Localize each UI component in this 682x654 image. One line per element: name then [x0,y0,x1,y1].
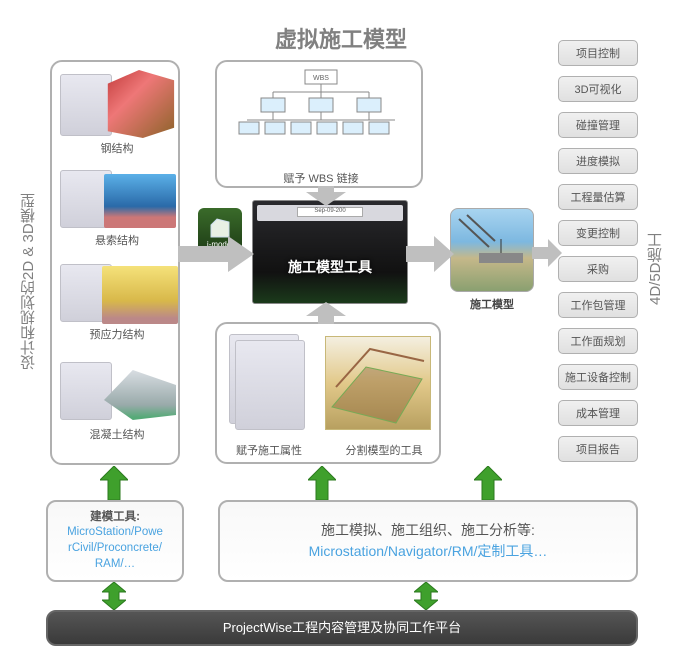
concrete-icon [104,370,176,420]
prop-sheets-icon [235,340,305,430]
modeling-tools-line: rCivil/Proconcrete/ [68,541,162,557]
left-item-0: 钢结构 [60,74,174,154]
svg-text:WBS: WBS [313,75,329,82]
arrow-green-double-icon [414,582,438,610]
arrow-gray-icon [306,186,346,206]
right-chip[interactable]: 工作面规划 [558,328,638,354]
left-item-1: 悬索结构 [60,170,174,250]
prestress-icon [102,266,178,324]
bottom-mid-panel: 赋予施工属性 分割模型的工具 [215,322,441,464]
construction-model-caption: 施工模型 [442,296,542,312]
wbs-caption: 赋予 WBS 链接 [271,170,371,186]
construction-model-photo [450,208,534,292]
arrow-gray-icon [406,234,454,274]
modeling-tools-line: RAM/… [95,557,135,573]
right-chip[interactable]: 项目控制 [558,40,638,66]
left-vertical-label: 设计和规划的2D & 3D模型 [18,130,39,370]
right-chip[interactable]: 碰撞管理 [558,112,638,138]
right-chip[interactable]: 进度模拟 [558,148,638,174]
right-chip[interactable]: 项目报告 [558,436,638,462]
sim-tools-box: 施工模拟、施工组织、施工分析等: Microstation/Navigator/… [218,500,638,582]
center-overlay-label: 施工模型工具 [253,257,407,277]
modeling-tools-box: 建模工具: MicroStation/Powe rCivil/Proconcre… [46,500,184,582]
bottom-mid-left-caption: 赋予施工属性 [219,442,319,458]
right-chip[interactable]: 采购 [558,256,638,282]
left-item-label: 钢结构 [67,140,167,156]
thumb-icon [60,74,112,136]
arrow-green-double-icon [102,582,126,610]
right-chip[interactable]: 变更控制 [558,220,638,246]
left-item-3: 混凝土结构 [60,362,174,442]
right-vertical-label: 4D/5D施工 [645,185,666,305]
left-item-label: 预应力结构 [67,326,167,342]
split-model-icon [325,336,431,430]
sim-tools-line2: Microstation/Navigator/RM/定制工具… [309,541,548,562]
center-screenshot: Sep-09-200 施工模型工具 [252,200,408,304]
right-chip[interactable]: 工程量估算 [558,184,638,210]
right-chip[interactable]: 施工设备控制 [558,364,638,390]
left-item-label: 混凝土结构 [67,426,167,442]
arrow-gray-icon [532,238,562,268]
left-item-2: 预应力结构 [60,264,174,344]
bridge-photo-icon [104,174,176,228]
arrow-green-icon [308,466,336,500]
modeling-tools-title: 建模工具: [90,510,140,526]
right-chip[interactable]: 3D可视化 [558,76,638,102]
modeling-tools-line: MicroStation/Powe [67,525,163,541]
projectwise-label: ProjectWise工程内容管理及协同工作平台 [223,619,461,637]
thumb-icon [60,362,112,420]
arrow-green-icon [100,466,128,500]
arrow-gray-icon [178,234,254,274]
right-chip[interactable]: 工作包管理 [558,292,638,318]
bottom-mid-right-caption: 分割模型的工具 [329,442,439,458]
sim-tools-line1: 施工模拟、施工组织、施工分析等: [321,520,535,541]
wbs-panel: WBS 赋予 WBS 链接 [215,60,423,188]
left-item-label: 悬索结构 [67,232,167,248]
arrow-gray-icon [306,302,346,324]
left-panel: 钢结构 悬索结构 预应力结构 混凝土结构 [50,60,180,465]
arrow-green-icon [474,466,502,500]
wbs-tree-icon: WBS [217,64,425,164]
projectwise-footer: ProjectWise工程内容管理及协同工作平台 [46,610,638,646]
right-chip[interactable]: 成本管理 [558,400,638,426]
